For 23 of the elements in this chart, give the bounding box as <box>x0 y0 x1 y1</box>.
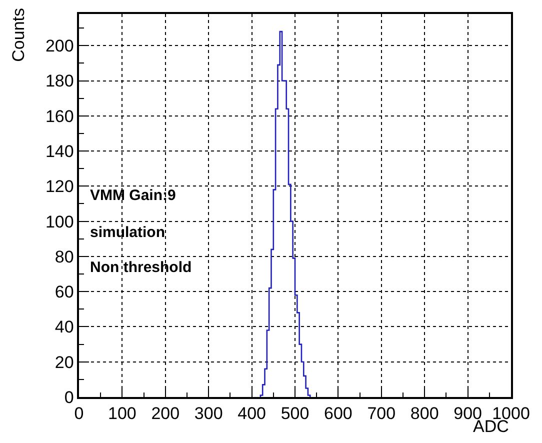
y-tick-label: 60 <box>54 282 74 302</box>
y-tick-label: 180 <box>45 72 74 91</box>
y-tick-label: 100 <box>45 212 74 232</box>
annotation: simulation <box>90 224 166 241</box>
y-tick-label: 40 <box>54 318 74 337</box>
y-tick-label: 0 <box>64 388 74 407</box>
y-tick-label: 160 <box>45 106 74 126</box>
y-axis-title: Counts <box>9 8 28 62</box>
x-tick-label: 500 <box>280 404 310 424</box>
annotation: VMM Gain:9 <box>90 187 176 204</box>
y-tick-label: 120 <box>45 177 74 196</box>
x-tick-label: 300 <box>194 404 223 424</box>
y-tick-label: 140 <box>45 142 74 161</box>
y-tick-label: 200 <box>45 36 74 56</box>
x-tick-label: 800 <box>410 404 439 424</box>
x-tick-label: 200 <box>151 404 180 424</box>
x-tick-label: 400 <box>238 404 266 424</box>
annotation: Non threshold <box>90 259 192 276</box>
y-tick-label: 20 <box>54 352 74 372</box>
y-tick-label: 80 <box>54 247 74 266</box>
x-tick-label: 600 <box>324 404 352 424</box>
x-tick-label: 100 <box>108 404 136 424</box>
x-tick-label: 700 <box>367 404 396 424</box>
